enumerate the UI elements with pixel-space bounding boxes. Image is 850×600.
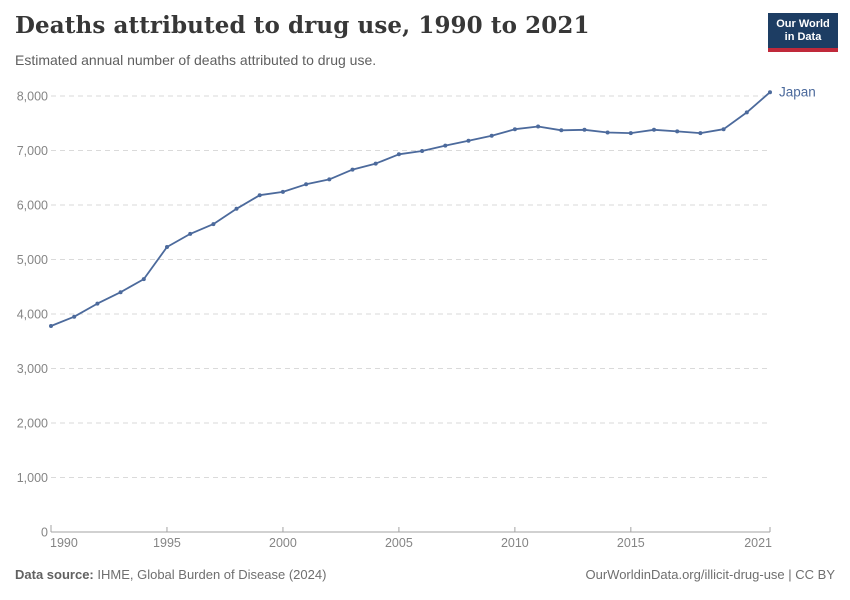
- data-point: [582, 127, 587, 132]
- data-point: [188, 231, 193, 236]
- data-point: [234, 206, 239, 211]
- data-point: [768, 90, 772, 95]
- y-tick-label: 8,000: [17, 90, 48, 104]
- series-label-japan: Japan: [779, 85, 816, 100]
- data-point: [350, 167, 355, 172]
- data-point: [373, 161, 378, 166]
- data-source-note: Data source: IHME, Global Burden of Dise…: [15, 567, 326, 582]
- chart-subtitle: Estimated annual number of deaths attrib…: [15, 52, 377, 68]
- owid-logo: Our World in Data: [768, 13, 838, 52]
- x-tick-label: 1995: [153, 536, 181, 550]
- data-point: [652, 127, 656, 132]
- x-tick-label: 1990: [50, 536, 78, 550]
- data-point: [443, 143, 448, 148]
- x-tick-label: 2015: [617, 536, 645, 550]
- y-tick-label: 5,000: [17, 253, 48, 267]
- data-point: [489, 133, 494, 138]
- data-point: [118, 290, 123, 295]
- data-point: [72, 314, 77, 319]
- data-point: [512, 127, 517, 132]
- chart-title: Deaths attributed to drug use, 1990 to 2…: [15, 12, 590, 39]
- data-point: [721, 127, 726, 132]
- owid-logo-line1: Our World: [776, 18, 830, 30]
- y-tick-label: 7,000: [17, 144, 48, 158]
- data-point: [536, 124, 541, 129]
- data-point: [420, 149, 425, 153]
- data-point: [211, 222, 216, 227]
- owid-logo-text: Our World in Data: [768, 13, 838, 48]
- data-point: [304, 182, 309, 187]
- credit-url: OurWorldinData.org/illicit-drug-use | CC…: [585, 567, 836, 582]
- owid-logo-red-bar: [768, 48, 838, 52]
- owid-logo-line2: in Data: [784, 31, 822, 43]
- y-tick-label: 1,000: [17, 471, 48, 485]
- data-point: [280, 189, 285, 194]
- data-point: [327, 177, 332, 182]
- data-point: [675, 129, 680, 134]
- y-tick-label: 6,000: [17, 199, 48, 213]
- x-tick-label: 2005: [385, 536, 413, 550]
- data-point: [698, 131, 703, 136]
- data-point: [95, 301, 100, 306]
- data-source-text: IHME, Global Burden of Disease (2024): [93, 567, 327, 582]
- data-point: [141, 277, 146, 282]
- data-point: [628, 131, 633, 136]
- y-tick-label: 0: [41, 526, 48, 540]
- data-source-label: Data source:: [15, 567, 94, 582]
- data-point: [396, 152, 401, 157]
- y-tick-label: 3,000: [17, 362, 48, 376]
- chart-footer: Data source: IHME, Global Burden of Dise…: [15, 567, 835, 582]
- data-point: [165, 245, 169, 249]
- data-point: [466, 138, 471, 143]
- data-point: [744, 110, 749, 115]
- data-line-japan: [50, 91, 771, 327]
- data-point: [605, 130, 610, 135]
- y-tick-label: 2,000: [17, 417, 48, 431]
- x-tick-label: 2021: [744, 536, 772, 550]
- data-point: [257, 193, 262, 198]
- x-tick-label: 2010: [501, 536, 529, 550]
- y-tick-label: 4,000: [17, 308, 48, 322]
- data-point: [559, 128, 564, 133]
- data-point: [49, 324, 53, 328]
- x-tick-label: 2000: [269, 536, 297, 550]
